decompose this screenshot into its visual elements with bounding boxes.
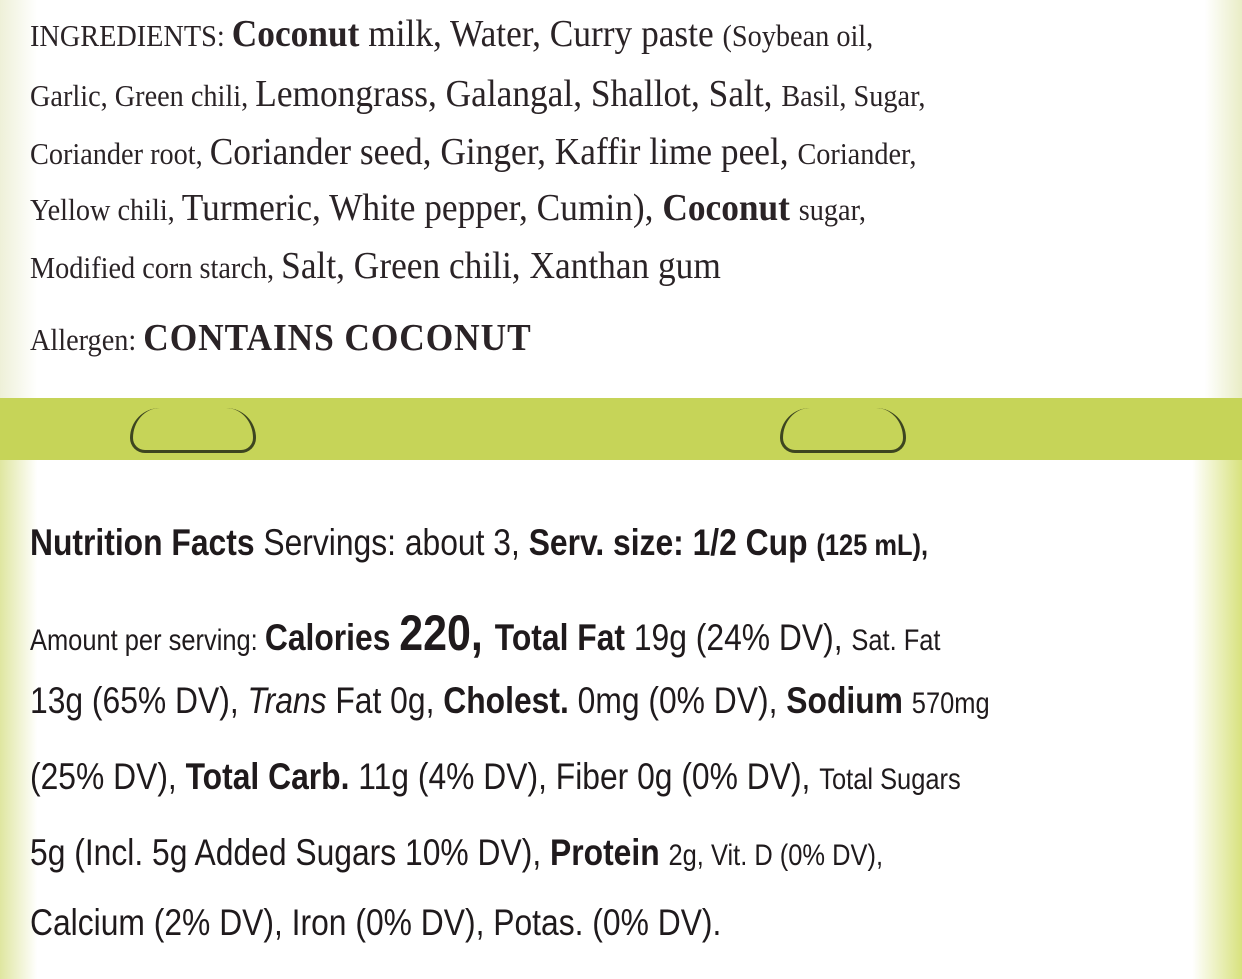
ingredients-line: Modified corn starch, Salt, Green chili,… (30, 244, 721, 288)
ingredients-line: INGREDIENTS: Coconut milk, Water, Curry … (30, 12, 873, 56)
ingredients-line-segment: Coconut (662, 187, 799, 229)
ingredients-line-segment: Coriander root, (30, 137, 210, 171)
nutrition-panel (0, 460, 1242, 979)
nutrition-line-segment: Fat 0g, (335, 680, 444, 721)
ingredients-line-segment: Basil, Sugar, (781, 79, 926, 113)
allergen-line-segment: Allergen: (30, 323, 144, 357)
ingredients-line-segment: (Soybean oil, (722, 19, 874, 53)
swirl-ornament-icon (130, 408, 256, 453)
nutrition-line-segment: Calories (264, 617, 400, 658)
nutrition-line-segment: 13g (65% DV), (30, 680, 248, 721)
ingredients-line-segment: Lemongrass, Galangal, Shallot, Salt, (255, 73, 782, 115)
ingredients-line-segment: Garlic, Green chili, (30, 79, 256, 113)
nutrition-line-segment: 2g, Vit. D (0% DV), (668, 839, 884, 872)
nutrition-line-segment: (125 mL), (816, 529, 929, 562)
allergen-line-segment: CONTAINS COCONUT (143, 317, 532, 359)
nutrition-line: (25% DV), Total Carb. 11g (4% DV), Fiber… (30, 756, 961, 798)
green-decorative-band (0, 398, 1242, 460)
ingredients-line-segment: Turmeric, White pepper, Cumin), (181, 187, 663, 229)
nutrition-line-segment: Servings: about 3, (263, 522, 529, 563)
nutrition-line-segment: 11g (4% DV), Fiber 0g (0% DV), (358, 756, 820, 797)
swirl-ornament-icon (780, 408, 906, 453)
nutrition-line-segment: (25% DV), (30, 756, 186, 797)
ingredients-line: Garlic, Green chili, Lemongrass, Galanga… (30, 72, 925, 116)
allergen-line: Allergen: CONTAINS COCONUT (30, 316, 532, 360)
ingredients-panel (0, 0, 1242, 398)
nutrition-line-segment: Cholest. (443, 680, 578, 721)
nutrition-line-segment: Amount per serving: (30, 624, 265, 657)
nutrition-line-segment: Sat. Fat (851, 624, 941, 657)
ingredients-line-segment: Modified corn starch, (30, 251, 282, 285)
nutrition-line-segment: 19g (24% DV), (633, 617, 852, 658)
ingredients-line: Yellow chili, Turmeric, White pepper, Cu… (30, 186, 866, 230)
nutrition-line: Nutrition Facts Servings: about 3, Serv.… (30, 522, 928, 564)
ingredients-line-segment: Salt, Green chili, Xanthan gum (281, 245, 721, 287)
nutrition-line-segment: Sodium (786, 680, 912, 721)
ingredients-line-segment: Coriander seed, Ginger, Kaffir lime peel… (209, 131, 798, 173)
ingredients-line-segment: INGREDIENTS: (30, 19, 232, 53)
nutrition-line-segment: Total Fat (494, 617, 634, 658)
nutrition-line: 13g (65% DV), Trans Fat 0g, Cholest. 0mg… (30, 680, 990, 722)
nutrition-line-segment: Trans (247, 680, 336, 721)
nutrition-line-segment: Protein (550, 832, 669, 873)
nutrition-line-segment: 570mg (911, 687, 990, 720)
nutrition-line-segment: Total Carb. (185, 756, 359, 797)
ingredients-line-segment: Coriander, (797, 137, 917, 171)
ingredients-line: Coriander root, Coriander seed, Ginger, … (30, 130, 916, 174)
ingredients-line-segment: sugar, (798, 193, 866, 227)
nutrition-line-segment: Calcium (2% DV), Iron (0% DV), Potas. (0… (30, 902, 722, 943)
ingredients-line-segment: Coconut (231, 13, 369, 55)
nutrition-line-segment: 5g (Incl. 5g Added Sugars 10% DV), (30, 832, 551, 873)
nutrition-line: 5g (Incl. 5g Added Sugars 10% DV), Prote… (30, 832, 883, 874)
ingredients-line-segment: milk, Water, Curry paste (368, 13, 723, 55)
nutrition-line-segment: 0mg (0% DV), (577, 680, 787, 721)
nutrition-line-segment: 220, (399, 605, 495, 661)
ingredients-line-segment: Yellow chili, (30, 193, 182, 227)
nutrition-line-segment: Serv. size: 1/2 Cup (528, 522, 817, 563)
nutrition-line: Amount per serving: Calories 220, Total … (30, 604, 940, 662)
nutrition-line-segment: Total Sugars (819, 763, 961, 796)
nutrition-line-segment: Nutrition Facts (30, 522, 264, 563)
nutrition-line: Calcium (2% DV), Iron (0% DV), Potas. (0… (30, 902, 721, 944)
